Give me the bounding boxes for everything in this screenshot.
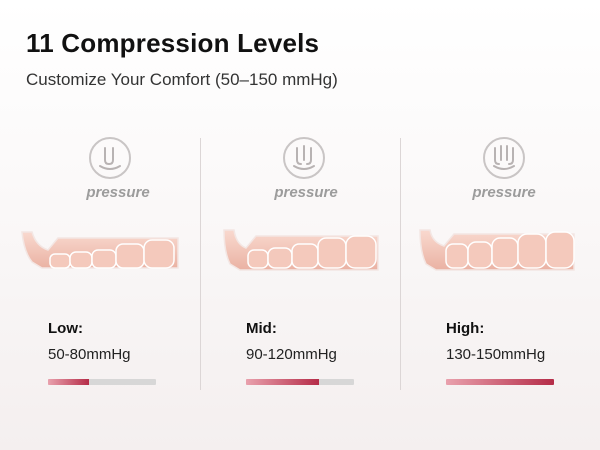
column-divider — [200, 138, 201, 390]
level-range: 50-80mmHg — [48, 346, 131, 363]
pressure-bar-high — [446, 379, 554, 385]
pressure-icon — [88, 136, 132, 180]
pressure-label: pressure — [274, 184, 338, 201]
level-card-low: pressure Low: 50-80mmHg — [18, 132, 198, 432]
leg-illustration-mid — [223, 229, 379, 271]
pressure-bar-fill — [246, 379, 320, 385]
leg-illustration-low — [21, 231, 179, 269]
leg-illustration-high — [419, 229, 575, 271]
pressure-label: pressure — [86, 184, 150, 201]
level-name: Mid: — [246, 320, 277, 337]
pressure-icon — [282, 136, 326, 180]
level-name: High: — [446, 320, 485, 337]
level-card-high: pressure High: 130-150mmHg — [414, 132, 594, 432]
pressure-bar-low — [48, 379, 156, 385]
level-range: 90-120mmHg — [246, 346, 337, 363]
level-range: 130-150mmHg — [446, 346, 546, 363]
level-name: Low: — [48, 320, 83, 337]
level-card-mid: pressure Mid: 90-120mmHg — [216, 132, 396, 432]
page-title: 11 Compression Levels — [26, 28, 320, 58]
column-divider — [400, 138, 401, 390]
pressure-bar-fill — [48, 379, 90, 385]
pressure-bar-mid — [246, 379, 354, 385]
pressure-label: pressure — [472, 184, 536, 201]
pressure-bar-fill — [446, 379, 554, 385]
pressure-icon — [482, 136, 526, 180]
page-subtitle: Customize Your Comfort (50–150 mmHg) — [26, 70, 338, 89]
